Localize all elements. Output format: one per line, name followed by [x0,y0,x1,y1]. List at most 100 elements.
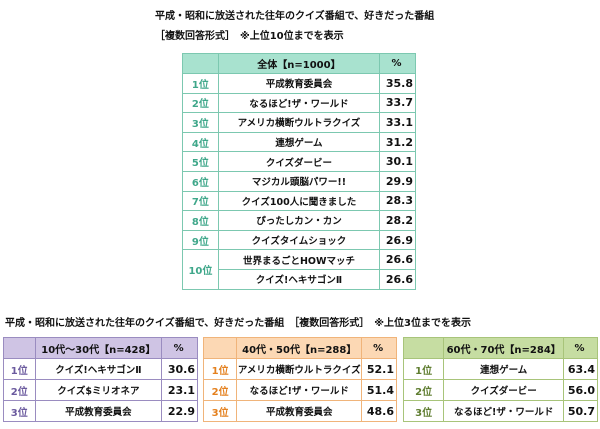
header-blank [202,337,238,359]
table-row: 9位 クイズタイムショック 26.9 [182,229,416,251]
header-pct: % [563,337,598,359]
percent-value: 26.6 [379,249,416,270]
rank-cell: 1位 [182,73,219,94]
table-row: 6位 マジカル頭脳パワー!! 29.9 [182,170,416,192]
table-row: 8位 ぴったしカン・カン 28.2 [182,210,416,231]
program-name: マジカル頭脳パワー!! [217,170,381,192]
program-name: ぴったしカン・カン [217,210,381,231]
program-name: なるほど!ザ・ワールド [236,379,363,401]
percent-value: 26.9 [379,229,416,251]
header-label: 40代・50代【n=288】 [236,337,363,359]
rank-cell: 1位 [3,358,36,380]
header-row: 40代・50代【n=288】% [202,337,397,359]
percent-value: 50.7 [563,400,598,422]
header-row: 全体【n=1000】% [182,53,416,74]
table-row: 1位 連想ゲーム 63.4 [402,358,598,380]
rank-cell: 1位 [402,358,445,380]
header-pct: % [361,337,397,359]
age-60s-70s-table: 60代・70代【n=284】% 1位 連想ゲーム 63.4 2位 クイズダービー 56.0 3… [402,337,598,422]
header-row: 10代～30代【n=428】% [3,337,198,359]
program-name: クイズ!ヘキサゴンⅡ [34,358,163,380]
table-row: 3位 アメリカ横断ウルトラクイズ 33.1 [182,112,416,133]
percent-value: 33.7 [379,92,416,114]
percent-value: 28.3 [379,190,416,212]
program-name: なるほど!ザ・ワールド [443,400,565,422]
header-blank [182,53,219,74]
program-name: アメリカ横断ウルトラクイズ [217,112,381,133]
header-row: 60代・70代【n=284】% [402,337,598,359]
rank-cell: 4位 [182,131,219,153]
table-row: クイズ!ヘキサゴンⅡ 26.6 [183,268,416,290]
table-row: 2位 クイズ$ミリオネア 23.1 [3,379,198,401]
header-label: 60代・70代【n=284】 [443,337,565,359]
percent-value: 22.9 [161,400,198,422]
program-name: 世界まるごとHOWマッチ [217,249,381,270]
table-row: 3位 平成教育委員会 48.6 [202,400,397,422]
percent-value: 63.4 [563,358,598,380]
rank-cell: 7位 [182,190,219,212]
rank-cell: 2位 [3,379,36,401]
program-name: なるほど!ザ・ワールド [217,92,381,114]
age-40s-50s-table: 40代・50代【n=288】% 1位 アメリカ横断ウルトラクイズ 52.1 2位 なるほど… [202,337,397,422]
percent-value: 31.2 [379,131,416,153]
percent-value: 28.2 [379,210,416,231]
program-name: クイズタイムショック [217,229,381,251]
percent-value: 51.4 [361,379,397,401]
header-pct: % [379,53,416,74]
program-name: 連想ゲーム [443,358,565,380]
header-label: 10代～30代【n=428】 [34,337,163,359]
header-blank [3,337,36,359]
overall-ranking-table: 全体【n=1000】% 1位 平成教育委員会 35.8 2位 なるほど!ザ・ワールド 33.… [182,53,416,290]
program-name: クイズダービー [217,151,381,172]
program-name: クイズダービー [443,379,565,401]
header-pct: % [161,337,198,359]
rank-cell: 6位 [182,170,219,192]
percent-value: 30.6 [161,358,198,380]
rank-cell: 5位 [182,151,219,172]
rank-cell: 2位 [202,379,238,401]
table-row: 1位 アメリカ横断ウルトラクイズ 52.1 [202,358,397,380]
table-row: 1位 平成教育委員会 35.8 [182,73,416,94]
percent-value: 30.1 [379,151,416,172]
program-name: クイズ!ヘキサゴンⅡ [217,268,381,290]
age-10s-30s-table: 10代～30代【n=428】% 1位 クイズ!ヘキサゴンⅡ 30.6 2位 クイズ$ミリオ… [3,337,198,422]
rank-cell: 3位 [202,400,238,422]
table-row: 5位 クイズダービー 30.1 [182,151,416,172]
program-name: クイズ100人に聞きました [217,190,381,212]
percent-value: 33.1 [379,112,416,133]
table-row: 3位 平成教育委員会 22.9 [3,400,198,422]
percent-value: 26.6 [379,268,416,290]
rank-cell: 10位 [182,249,219,290]
header-label: 全体【n=1000】 [217,53,381,74]
rank-cell: 3位 [3,400,36,422]
table-row: 7位 クイズ100人に聞きました 28.3 [182,190,416,212]
percent-value: 29.9 [379,170,416,192]
percent-value: 23.1 [161,379,198,401]
percent-value: 48.6 [361,400,397,422]
header-blank [402,337,445,359]
rank-cell: 8位 [182,210,219,231]
rank-cell: 2位 [182,92,219,114]
program-name: クイズ$ミリオネア [34,379,163,401]
title-line-2: ［複数回答形式］ ※上位10位までを表示 [155,31,344,42]
rank-cell: 3位 [182,112,219,133]
table-row: 2位 なるほど!ザ・ワールド 33.7 [182,92,416,114]
title-line-1: 平成・昭和に放送された往年のクイズ番組で、好きだった番組 [155,11,435,22]
program-name: 平成教育委員会 [217,73,381,94]
rank-cell: 2位 [402,379,445,401]
table-row: 10位 世界まるごとHOWマッチ 26.6 [182,249,416,290]
percent-value: 56.0 [563,379,598,401]
table-row: 2位 クイズダービー 56.0 [402,379,598,401]
program-name: 平成教育委員会 [236,400,363,422]
percent-value: 52.1 [361,358,397,380]
program-name: アメリカ横断ウルトラクイズ [236,358,363,380]
program-name: 平成教育委員会 [34,400,163,422]
table-row: 2位 なるほど!ザ・ワールド 51.4 [202,379,397,401]
rank-cell: 3位 [402,400,445,422]
table-row: 4位 連想ゲーム 31.2 [182,131,416,153]
rank-cell: 1位 [202,358,238,380]
table-row: 1位 クイズ!ヘキサゴンⅡ 30.6 [3,358,198,380]
table-row: 3位 なるほど!ザ・ワールド 50.7 [402,400,598,422]
percent-value: 35.8 [379,73,416,94]
subtitle: 平成・昭和に放送された往年のクイズ番組で、好きだった番組 ［複数回答形式］ ※上… [5,318,471,329]
